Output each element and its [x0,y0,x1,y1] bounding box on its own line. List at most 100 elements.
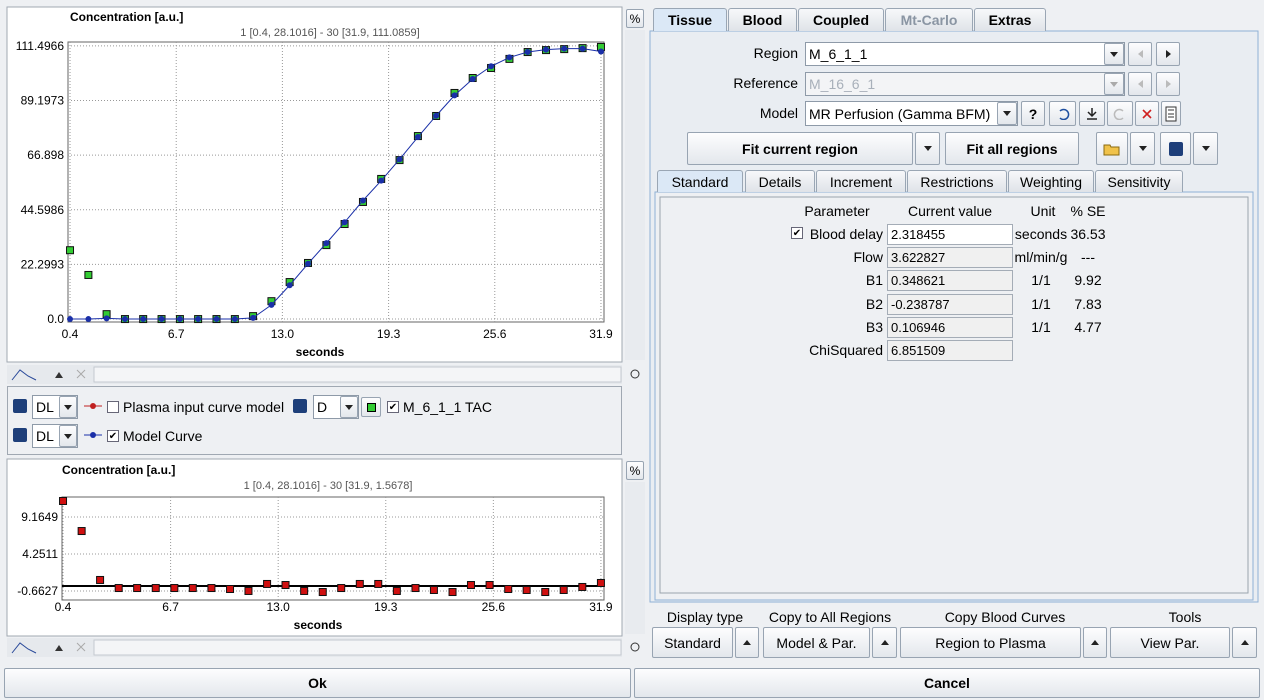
subtab[interactable]: Increment [816,170,906,192]
series-line [70,48,602,320]
data-point [170,584,179,593]
up-button[interactable] [872,627,897,658]
field-value: MR Perfusion (Gamma BFM) [809,105,991,122]
zoom-icon[interactable] [630,369,640,379]
y-tick-label: 44.5986 [21,203,65,217]
subtab[interactable]: Sensitivity [1095,170,1183,192]
save-icon[interactable] [13,399,27,413]
dropdown[interactable] [1130,132,1155,165]
clear-button[interactable] [1135,101,1159,126]
footer-button[interactable]: Standard [652,627,733,658]
x-tick-label: 25.6 [483,327,507,341]
percent-button[interactable]: % [626,461,644,480]
footer-button[interactable]: View Par. [1110,627,1230,658]
tab[interactable]: Mt-Carlo [885,8,973,31]
field-value: M_16_6_1 [809,76,876,92]
y-tick-label: 9.1649 [21,510,58,524]
fit-current-button[interactable]: Fit current region [687,132,913,165]
parameter-se: 36.53 [1070,226,1106,242]
data-point [103,315,110,322]
style-value: DL [36,399,54,415]
up-button[interactable] [735,627,759,658]
fit-all-button[interactable]: Fit all regions [945,132,1079,165]
tab[interactable]: Blood [728,8,797,31]
percent-button[interactable]: % [626,9,644,28]
parameter-value: 6.851509 [887,340,1013,361]
footer-button[interactable]: Model & Par. [763,627,870,658]
parameter-value[interactable]: 2.318455 [887,224,1013,245]
data-point [250,314,257,321]
style-combo[interactable]: D [313,395,359,419]
plot-frame [67,41,605,323]
subtab[interactable]: Restrictions [907,170,1007,192]
curve-icon[interactable] [11,369,37,381]
x-tick-label: 25.6 [482,600,506,614]
legend-label: M_6_1_1 TAC [403,399,492,415]
h-scrollbar[interactable] [93,366,622,383]
x-tick-label: 13.0 [271,327,295,341]
dropdown[interactable] [59,396,77,418]
up-icon[interactable] [55,372,63,378]
model-checkbox[interactable]: ✔ [107,430,119,442]
next-button[interactable] [1156,72,1180,96]
redo-button[interactable] [1107,101,1133,126]
save-icon[interactable] [13,428,27,442]
save-button[interactable] [1160,132,1191,165]
footer-button[interactable]: Region to Plasma [900,627,1081,658]
prev-button[interactable] [1128,42,1152,66]
plasma-checkbox[interactable] [107,401,119,413]
cancel-button[interactable]: Cancel [634,668,1260,698]
style-combo[interactable]: DL [32,424,78,448]
next-button[interactable] [1156,42,1180,66]
import-button[interactable] [1079,101,1105,126]
column-header: % SE [1070,203,1106,219]
tab[interactable]: Extras [974,8,1046,31]
tab[interactable]: Coupled [798,8,884,31]
style-combo[interactable]: DL [32,395,78,419]
dropdown[interactable] [1104,43,1124,65]
up-button[interactable] [1232,627,1257,658]
up-icon[interactable] [55,645,63,651]
save-icon[interactable] [293,399,307,413]
subtab[interactable]: Details [745,170,815,192]
data-point [485,581,494,590]
scrollbar[interactable] [625,30,645,360]
x-tick-label: 19.3 [377,327,401,341]
parameter-checkbox[interactable]: ✔ [791,227,803,239]
subtab[interactable]: Weighting [1008,170,1094,192]
calc-button[interactable] [1161,101,1181,126]
up-button[interactable] [1083,627,1107,658]
dropdown[interactable] [340,396,358,418]
data-point [207,584,216,593]
prev-button[interactable] [1128,72,1152,96]
data-point [341,219,348,226]
tac-checkbox[interactable]: ✔ [387,401,399,413]
dropdown[interactable] [1193,132,1218,165]
parameter-value: 0.106946 [887,316,1013,338]
data-point [488,63,495,70]
subtitle: 1 [0.4, 28.1016] - 30 [31.9, 1.5678] [244,480,413,492]
undo-button[interactable] [1049,101,1076,126]
scrollbar[interactable] [625,482,645,634]
zoom-icon[interactable] [630,642,640,652]
ok-button[interactable]: Ok [4,668,631,698]
data-point [85,316,92,323]
h-scrollbar[interactable] [93,639,622,656]
dropdown[interactable] [915,132,940,165]
data-point [213,316,220,323]
tab[interactable]: Tissue [653,8,727,31]
curve-icon[interactable] [11,642,37,654]
open-button[interactable] [1096,132,1128,165]
dropdown[interactable] [997,102,1017,125]
dropdown[interactable] [59,425,77,447]
subtab[interactable]: Standard [657,170,743,192]
reference-combo[interactable]: M_16_6_1 [805,72,1125,96]
dropdown[interactable] [1104,73,1124,95]
region-combo[interactable]: M_6_1_1 [805,42,1125,66]
close-icon[interactable] [76,369,86,652]
data-point [66,246,75,255]
data-point [268,301,275,308]
help-button[interactable]: ? [1021,101,1045,126]
color-button[interactable] [361,397,381,417]
model-combo[interactable]: MR Perfusion (Gamma BFM) [805,101,1018,126]
